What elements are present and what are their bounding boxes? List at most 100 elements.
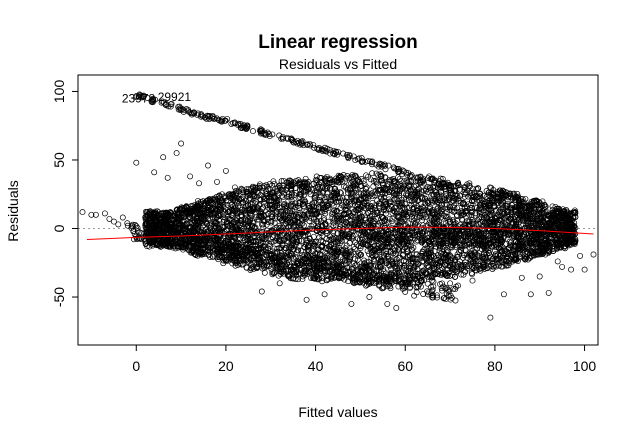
data-point xyxy=(414,191,421,198)
data-point xyxy=(373,177,379,184)
data-point xyxy=(372,252,379,258)
data-point xyxy=(390,261,396,268)
data-point xyxy=(503,191,510,198)
data-point xyxy=(437,259,444,266)
data-point xyxy=(535,248,542,255)
data-point xyxy=(414,189,421,195)
data-point xyxy=(223,204,230,211)
data-point xyxy=(330,177,337,184)
data-point xyxy=(409,191,416,198)
data-point xyxy=(531,250,538,257)
data-point xyxy=(201,222,208,228)
data-point xyxy=(429,199,436,206)
data-point xyxy=(273,198,279,205)
data-point xyxy=(509,246,516,253)
data-point xyxy=(173,216,180,223)
data-point xyxy=(339,194,346,201)
data-point xyxy=(407,187,414,194)
data-point xyxy=(375,203,382,210)
data-point xyxy=(333,222,339,229)
data-point xyxy=(496,244,503,251)
data-point xyxy=(414,213,421,220)
data-point xyxy=(316,189,323,196)
data-point xyxy=(464,181,471,188)
data-point xyxy=(378,173,385,180)
data-point xyxy=(329,191,336,198)
data-point xyxy=(464,263,471,270)
data-point xyxy=(507,256,514,263)
y-tick-label: 0 xyxy=(51,224,67,232)
data-point xyxy=(458,265,465,272)
data-point xyxy=(396,203,403,210)
data-point xyxy=(550,246,557,253)
data-point xyxy=(211,210,218,217)
data-point xyxy=(484,219,490,226)
data-point xyxy=(374,209,381,216)
data-point xyxy=(555,205,562,212)
data-point xyxy=(211,232,217,239)
data-point xyxy=(420,214,427,221)
x-tick-label: 20 xyxy=(218,358,234,374)
data-point xyxy=(324,203,331,209)
data-point xyxy=(388,204,395,211)
data-point xyxy=(422,195,429,202)
data-point xyxy=(356,205,363,212)
data-point xyxy=(470,193,477,200)
data-point xyxy=(537,204,544,211)
data-point xyxy=(475,262,482,269)
data-point xyxy=(487,263,494,269)
data-point xyxy=(378,256,384,263)
data-point xyxy=(307,204,313,211)
data-point xyxy=(385,219,392,226)
data-point xyxy=(455,182,462,189)
data-point xyxy=(395,254,402,261)
data-point xyxy=(375,256,382,263)
data-point xyxy=(340,231,346,238)
data-point xyxy=(344,186,351,193)
data-point xyxy=(495,256,502,263)
data-point xyxy=(285,217,292,224)
data-point xyxy=(363,172,370,179)
data-point xyxy=(523,212,530,219)
data-point xyxy=(345,233,352,239)
data-point xyxy=(564,216,570,223)
data-point xyxy=(334,195,341,201)
data-point xyxy=(303,187,310,193)
data-point xyxy=(396,190,403,197)
data-point xyxy=(571,207,578,214)
data-point xyxy=(373,246,380,252)
data-point xyxy=(213,254,220,261)
data-point xyxy=(288,193,295,200)
data-point xyxy=(460,271,467,278)
data-point xyxy=(400,258,407,265)
data-point xyxy=(247,215,253,221)
data-point xyxy=(168,222,175,229)
data-point xyxy=(514,191,521,197)
data-point xyxy=(191,205,198,212)
data-point xyxy=(337,173,344,180)
data-point xyxy=(164,213,171,220)
data-point xyxy=(491,202,498,209)
data-point xyxy=(451,204,458,211)
data-point xyxy=(295,247,302,254)
data-point xyxy=(496,213,503,220)
data-point xyxy=(283,232,290,239)
data-point xyxy=(568,223,575,230)
data-point xyxy=(400,251,407,258)
data-point xyxy=(257,191,264,198)
chart-title: Linear regression xyxy=(258,32,417,53)
data-point xyxy=(405,260,412,267)
data-point xyxy=(372,205,379,212)
data-point xyxy=(353,216,360,223)
data-point xyxy=(362,216,369,223)
data-point xyxy=(421,246,428,253)
data-point xyxy=(180,205,187,211)
data-point xyxy=(339,248,346,254)
data-point xyxy=(322,185,328,192)
data-point xyxy=(285,179,292,186)
data-point xyxy=(322,210,329,217)
data-point xyxy=(281,202,288,209)
data-point xyxy=(213,193,220,200)
data-point xyxy=(162,213,168,220)
